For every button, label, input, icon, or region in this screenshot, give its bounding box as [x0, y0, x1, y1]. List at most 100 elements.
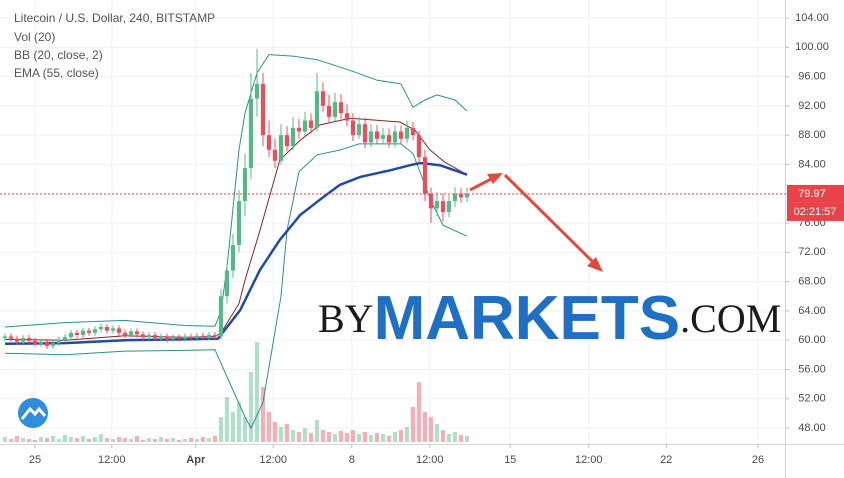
- candle-body: [170, 337, 176, 340]
- x-tick-label: Apr: [186, 454, 206, 466]
- watermark: BYMARKETS.COM: [318, 284, 781, 353]
- y-tick-label: 100.00: [795, 41, 829, 53]
- candle-body: [104, 326, 110, 331]
- candle-body: [92, 329, 98, 333]
- volume-bar: [122, 438, 128, 442]
- candle-body: [164, 336, 170, 340]
- candle-body: [356, 124, 362, 136]
- candle-body: [302, 120, 308, 132]
- volume-bar: [86, 439, 92, 442]
- candle-body: [368, 131, 374, 143]
- candle-body: [146, 335, 152, 338]
- axes: 48.0052.0056.0060.0064.0068.0072.0076.00…: [0, 12, 844, 466]
- watermark-part: MARKETS: [374, 284, 681, 353]
- volume-bar: [386, 436, 392, 442]
- candle-body: [338, 102, 344, 114]
- legend: Litecoin / U.S. Dollar, 240, BITSTAMP Vo…: [14, 11, 215, 80]
- legend-item: BB (20, close, 2): [14, 48, 103, 62]
- volume-bar: [308, 433, 314, 442]
- volume-bar: [38, 437, 44, 442]
- candle-body: [188, 336, 194, 338]
- volume-bar: [260, 387, 266, 442]
- volume-bar: [80, 436, 86, 442]
- volume-bar: [284, 424, 290, 442]
- candle-body: [266, 135, 272, 150]
- volume-bar: [170, 438, 176, 442]
- y-tick-label: 84.00: [798, 158, 826, 170]
- volume-bar: [26, 439, 32, 442]
- x-tick-label: 12:00: [259, 454, 287, 466]
- volume-bar: [134, 436, 140, 442]
- candle-body: [242, 168, 248, 202]
- volume-bar: [350, 430, 356, 442]
- volume-bar: [326, 432, 332, 442]
- logo-mark: [20, 406, 47, 420]
- candle-body: [446, 201, 452, 213]
- volume-bar: [140, 440, 146, 442]
- volume-bar: [176, 440, 182, 442]
- volume-bar: [296, 432, 302, 442]
- y-tick-label: 104.00: [795, 12, 829, 24]
- candle-body: [116, 328, 122, 333]
- x-tick-label: 22: [660, 454, 672, 466]
- candle-body: [284, 135, 290, 147]
- last-price-label: 79.97: [798, 188, 826, 200]
- candle-body: [80, 330, 86, 336]
- candle-body: [26, 337, 32, 341]
- volume-bar: [332, 434, 338, 442]
- candle-body: [374, 131, 380, 139]
- candle-body: [236, 201, 242, 245]
- volume-bar: [146, 438, 152, 442]
- y-tick-label: 64.00: [798, 305, 826, 317]
- volume-bar: [44, 438, 50, 442]
- countdown-label: 02:21:57: [794, 206, 837, 218]
- y-tick-label: 96.00: [798, 70, 826, 82]
- watermark-part: .COM: [680, 296, 781, 341]
- candle-body: [458, 193, 464, 198]
- candle-body: [212, 335, 218, 337]
- arrow: [503, 173, 598, 267]
- volume-bar: [410, 407, 416, 442]
- candle-body: [314, 91, 320, 128]
- volume-bar: [380, 434, 386, 442]
- candle-body: [332, 102, 338, 117]
- candle-body: [110, 328, 116, 331]
- candle-body: [86, 330, 92, 333]
- arrows: [469, 173, 603, 272]
- volume-bar: [266, 412, 272, 442]
- y-tick-label: 72.00: [798, 246, 826, 258]
- logo: [18, 398, 48, 428]
- volume-bar: [194, 439, 200, 442]
- volume-bar: [428, 417, 434, 442]
- y-tick-label: 60.00: [798, 334, 826, 346]
- volume-bar: [32, 440, 38, 442]
- x-tick-label: 25: [29, 454, 41, 466]
- candle-body: [122, 332, 128, 336]
- legend-title: Litecoin / U.S. Dollar, 240, BITSTAMP: [14, 11, 215, 25]
- last-price-box: [787, 184, 844, 203]
- volume-bar: [230, 412, 236, 442]
- candle-body: [134, 331, 140, 335]
- candle-body: [194, 335, 200, 338]
- volume-bar: [14, 436, 20, 442]
- volume-bar: [116, 437, 122, 442]
- y-tick-label: 68.00: [798, 275, 826, 287]
- x-tick-label: 15: [504, 454, 516, 466]
- candle-body: [182, 336, 188, 339]
- volume-bar: [392, 432, 398, 442]
- indicator-line: [4, 54, 468, 328]
- volume-bar: [434, 424, 440, 442]
- candle-body: [440, 201, 446, 213]
- x-tick-label: 8: [349, 454, 355, 466]
- volume-bar: [452, 432, 458, 442]
- y-tick-label: 52.00: [798, 393, 826, 405]
- volume-bar: [206, 438, 212, 442]
- x-tick-label: 12:00: [98, 454, 126, 466]
- volume-bar: [338, 431, 344, 442]
- volume-bar: [404, 427, 410, 442]
- volume-bar: [50, 436, 56, 442]
- candle-body: [74, 332, 80, 336]
- y-tick-label: 88.00: [798, 129, 826, 141]
